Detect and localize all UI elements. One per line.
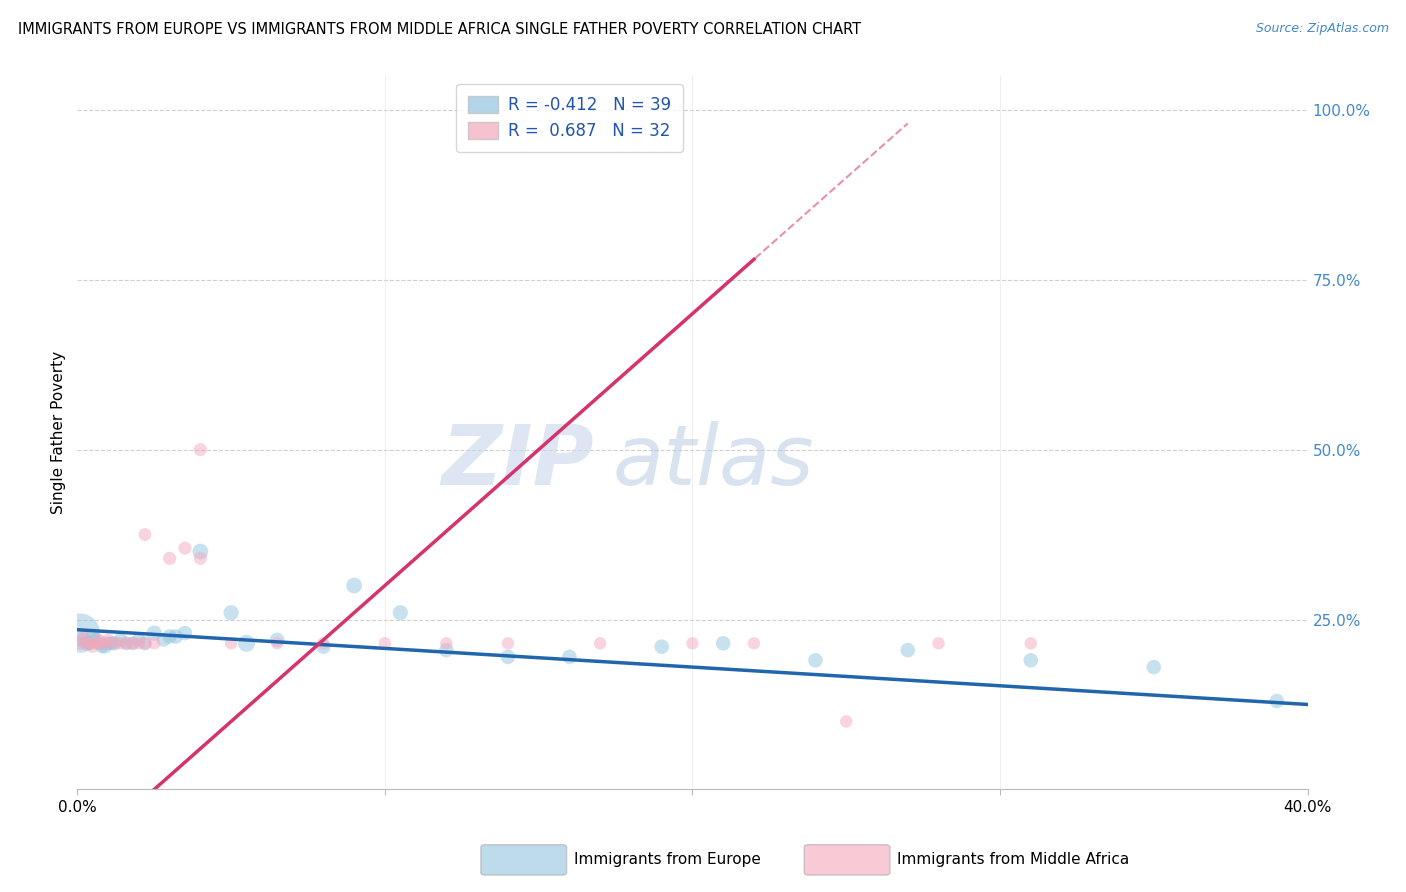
Point xyxy=(496,636,519,650)
Point xyxy=(436,636,458,650)
Point xyxy=(436,643,458,657)
Point xyxy=(159,551,181,566)
Point xyxy=(1265,694,1288,708)
Point xyxy=(374,636,396,650)
Text: IMMIGRANTS FROM EUROPE VS IMMIGRANTS FROM MIDDLE AFRICA SINGLE FATHER POVERTY CO: IMMIGRANTS FROM EUROPE VS IMMIGRANTS FRO… xyxy=(18,22,862,37)
Point xyxy=(219,606,242,620)
Point xyxy=(110,636,132,650)
Point xyxy=(90,640,114,654)
Point xyxy=(312,636,335,650)
Point xyxy=(152,632,174,647)
Point xyxy=(235,636,257,650)
Point xyxy=(266,632,288,647)
Point xyxy=(110,632,132,647)
Point xyxy=(121,636,143,650)
Point xyxy=(1143,660,1166,674)
Point xyxy=(79,636,101,650)
Point xyxy=(69,636,91,650)
Text: Immigrants from Europe: Immigrants from Europe xyxy=(574,853,761,867)
Point xyxy=(928,636,950,650)
Point xyxy=(87,632,110,647)
Point xyxy=(103,636,125,650)
Point xyxy=(558,649,581,664)
Point xyxy=(188,544,212,558)
Point xyxy=(174,541,197,556)
Point xyxy=(103,636,125,650)
Point xyxy=(69,626,91,640)
Point xyxy=(87,636,110,650)
Point xyxy=(143,636,166,650)
Point xyxy=(128,636,150,650)
Point xyxy=(72,632,94,647)
Point xyxy=(742,636,765,650)
Point xyxy=(90,636,114,650)
Point xyxy=(94,636,117,650)
Point xyxy=(835,714,858,729)
Point xyxy=(82,640,104,654)
Point xyxy=(897,643,920,657)
Point xyxy=(266,636,288,650)
Point xyxy=(343,578,366,592)
Point xyxy=(100,636,122,650)
Point xyxy=(589,636,612,650)
Point xyxy=(159,630,181,644)
Point xyxy=(682,636,704,650)
Point xyxy=(76,636,98,650)
Point xyxy=(72,630,94,644)
Point xyxy=(115,636,138,650)
Point xyxy=(128,632,150,647)
Point xyxy=(97,632,120,647)
Point xyxy=(97,636,120,650)
Text: atlas: atlas xyxy=(613,421,814,501)
Point xyxy=(143,626,166,640)
Point xyxy=(121,636,143,650)
Point xyxy=(76,636,98,650)
Point xyxy=(496,649,519,664)
Point xyxy=(94,640,117,654)
Point xyxy=(312,640,335,654)
Point xyxy=(1019,653,1042,667)
Point xyxy=(115,636,138,650)
Point xyxy=(651,640,673,654)
Point xyxy=(84,632,107,647)
Point xyxy=(134,636,156,650)
Text: Immigrants from Middle Africa: Immigrants from Middle Africa xyxy=(897,853,1129,867)
Point xyxy=(219,636,242,650)
Point xyxy=(174,626,197,640)
Point xyxy=(134,636,156,650)
Point xyxy=(134,527,156,541)
Point xyxy=(84,636,107,650)
Point xyxy=(1019,636,1042,650)
Point xyxy=(804,653,827,667)
Point xyxy=(79,636,101,650)
Point xyxy=(188,442,212,457)
Text: Source: ZipAtlas.com: Source: ZipAtlas.com xyxy=(1256,22,1389,36)
Y-axis label: Single Father Poverty: Single Father Poverty xyxy=(51,351,66,514)
Legend: R = -0.412   N = 39, R =  0.687   N = 32: R = -0.412 N = 39, R = 0.687 N = 32 xyxy=(456,84,683,153)
Point xyxy=(389,606,412,620)
Point xyxy=(165,630,187,644)
Text: ZIP: ZIP xyxy=(441,421,595,501)
Point xyxy=(188,551,212,566)
Point xyxy=(711,636,734,650)
Point xyxy=(82,630,104,644)
